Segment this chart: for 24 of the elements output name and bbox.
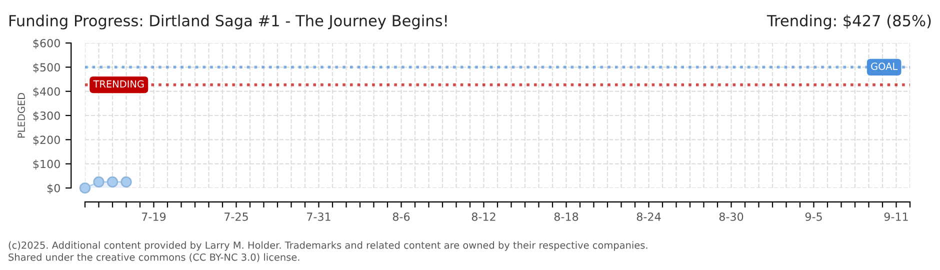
y-tick-label: $300 [33,111,60,122]
x-tick-label: 8-24 [636,212,661,221]
y-tick-label: $500 [33,62,60,74]
text: (c)2025. Additional content provided by Larry M. Holder. Trademarks and related content are owned by their respective companies. [8,241,648,251]
x-tick-label: 7-25 [224,212,248,221]
ref-line-label: GOAL [871,62,898,70]
y-tick-label: $0 [47,184,60,194]
chart-title: Funding Progress: Dirtland Saga #1 - The Journey Begins! [10,14,447,30]
x-tick-label: 7-19 [142,212,166,221]
text: Shared under the creative commons (CC BY-NC 3.0) license. [8,253,300,262]
x-tick-label: 9-11 [884,212,908,221]
x-tick-label: 8-30 [719,212,744,221]
x-tick-label: 9-5 [805,212,822,221]
y-axis-title: PLEDGED [18,93,25,138]
y-tick-label: $100 [33,160,60,170]
x-tick-label: 8-18 [554,212,578,221]
x-tick-label: 7-31 [307,212,330,221]
text: Trending: $427 (85%) [766,14,931,30]
y-tick-label: $600 [33,38,60,49]
x-tick-label: 8-12 [472,212,496,221]
y-tick-label: $200 [33,135,60,146]
ref-line-label: TRENDING [93,80,144,88]
y-tick-label: $400 [33,87,60,98]
x-tick-label: 8-6 [392,212,410,221]
